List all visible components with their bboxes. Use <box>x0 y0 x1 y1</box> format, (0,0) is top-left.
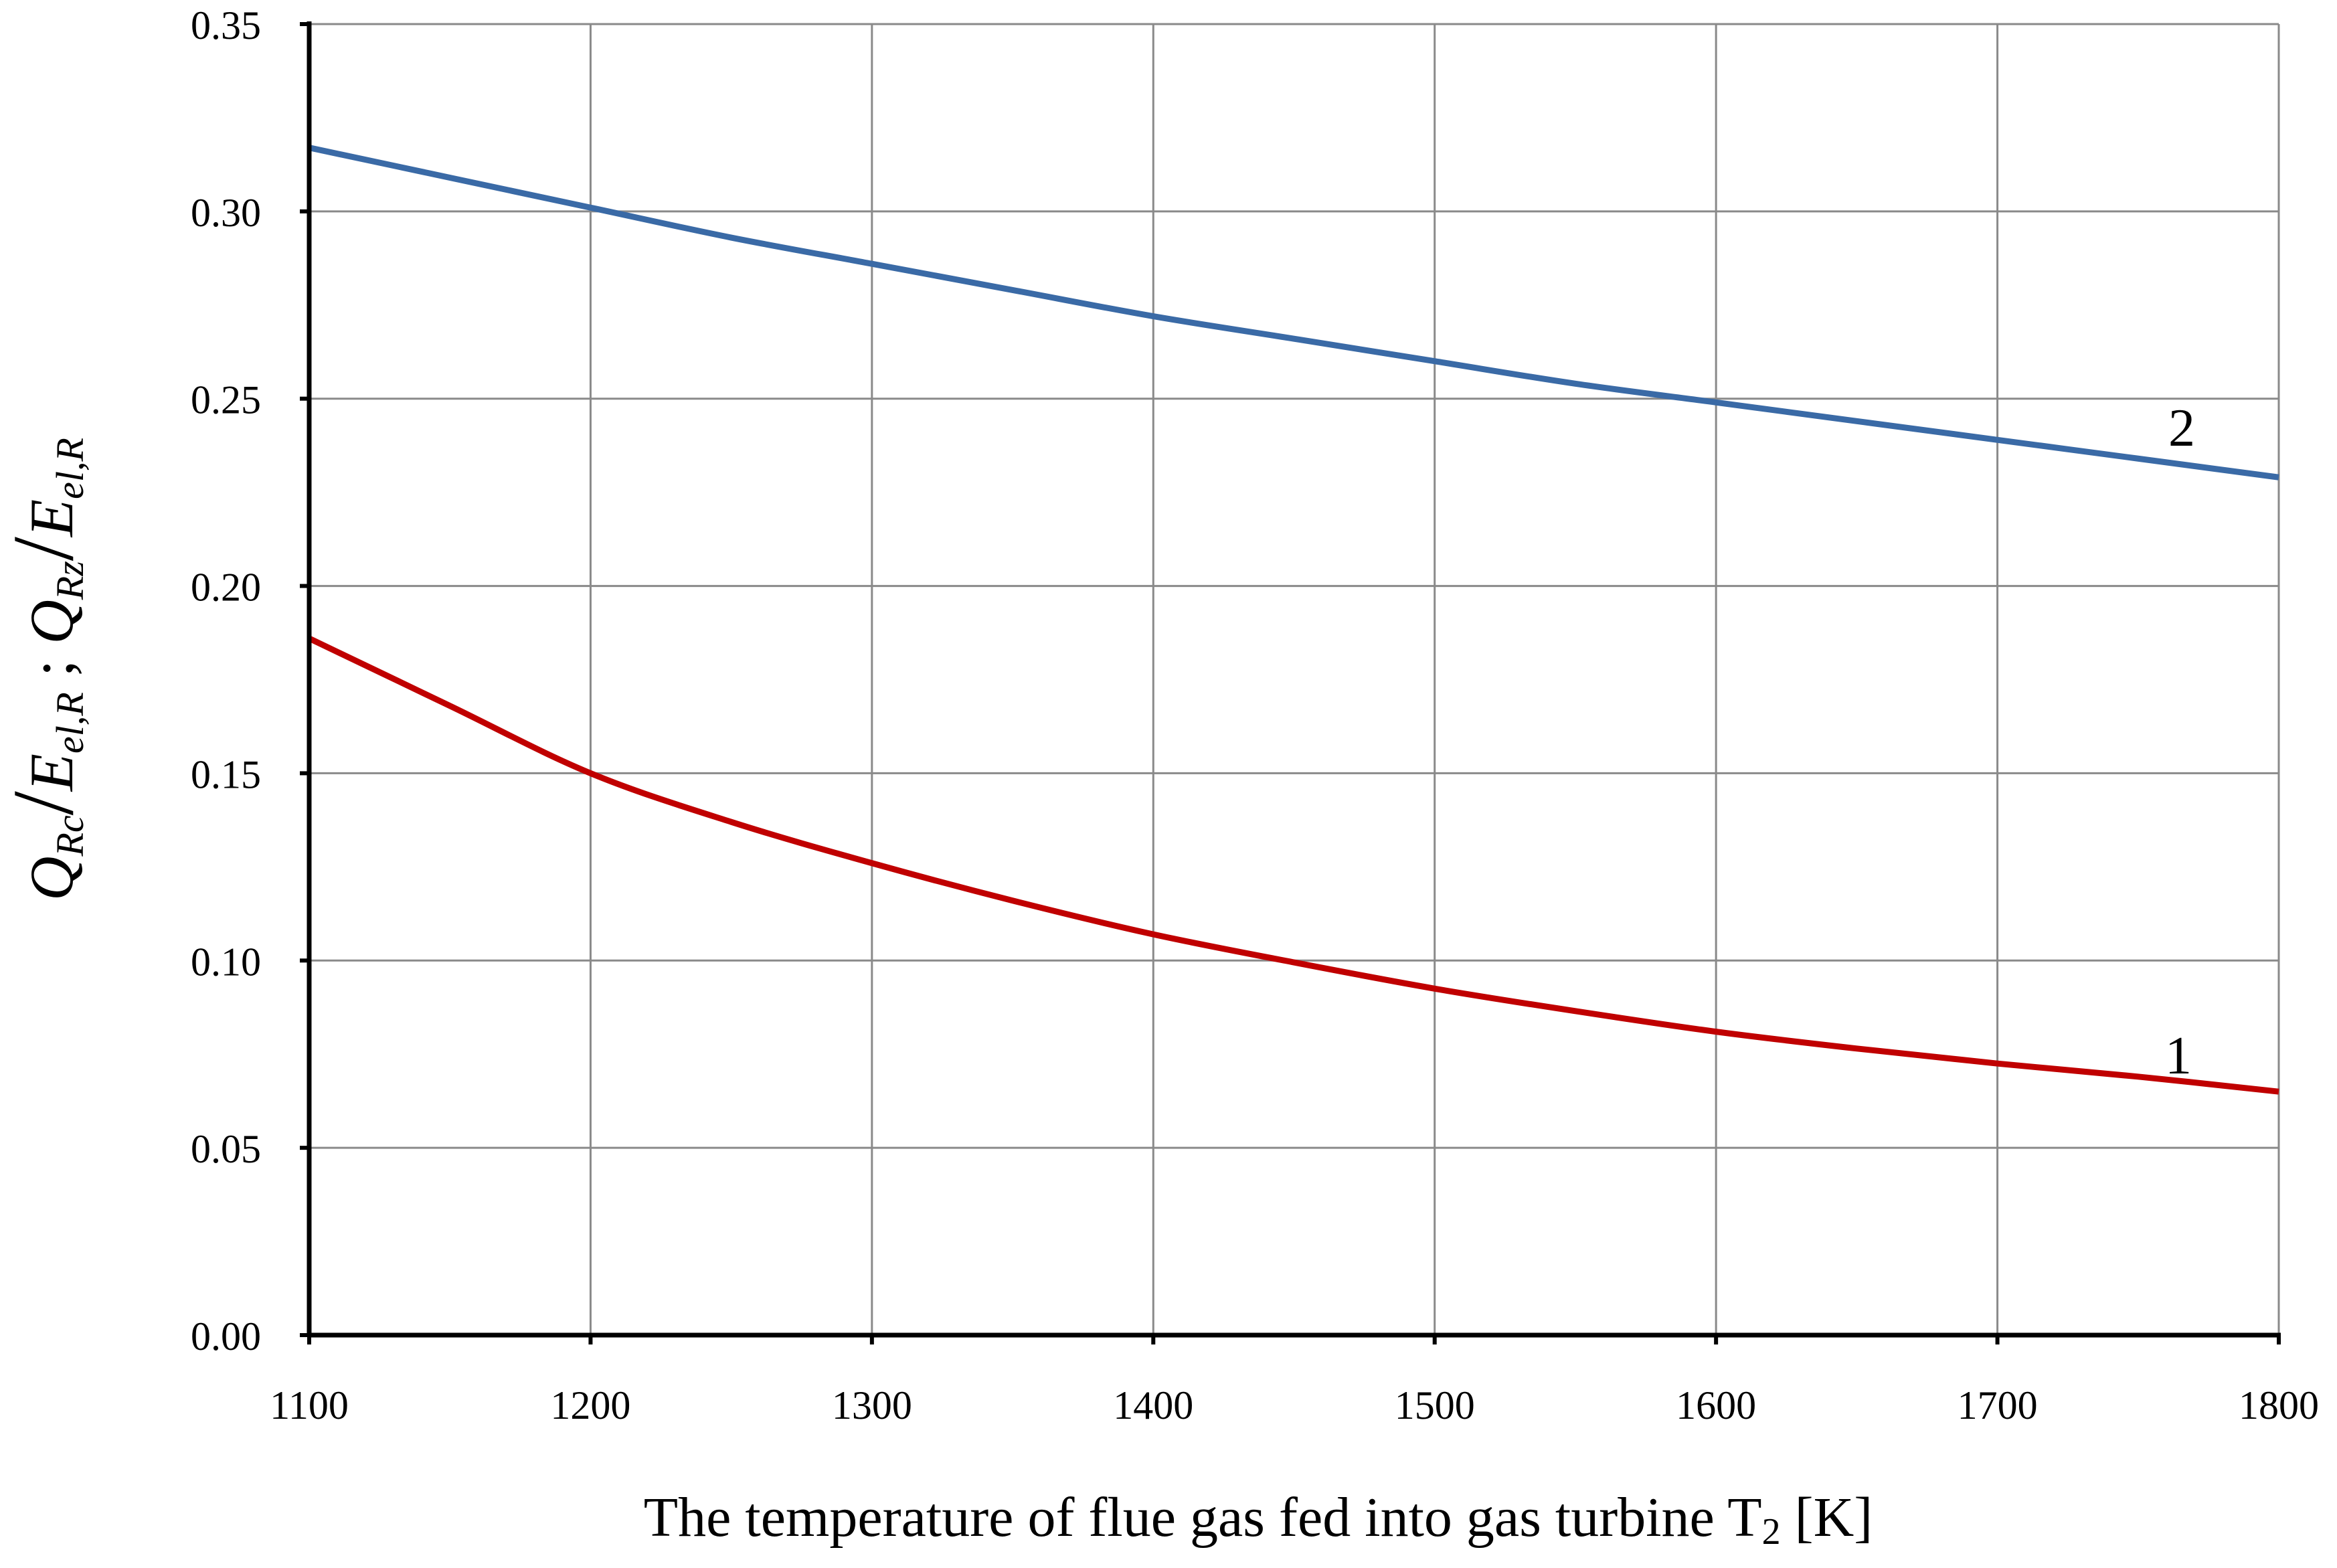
y-label-e2: E <box>17 499 86 538</box>
y-label-q2: Q <box>17 600 86 644</box>
x-tick-label: 1400 <box>1113 1383 1193 1427</box>
y-tick-label: 0.10 <box>191 940 261 984</box>
y-label-q1-sub: Rc <box>48 815 92 857</box>
y-tick-label: 0.30 <box>191 191 261 235</box>
y-label-slash-2: / <box>0 536 92 561</box>
x-tick-label: 1800 <box>2239 1383 2319 1427</box>
series-1-label: 1 <box>2165 1027 2192 1085</box>
x-axis-label-subscript: 2 <box>1762 1511 1781 1553</box>
y-label-e1-sub: el,R <box>48 692 92 754</box>
y-label-e1: E <box>17 754 86 792</box>
x-axis-label-main: The temperature of flue gas fed into gas… <box>644 1486 1762 1549</box>
y-label-slash-1: / <box>0 790 92 815</box>
tick-labels: 1100 1200 1300 1400 1500 1600 1700 1800 0.00 0.05… <box>191 3 2319 1427</box>
y-tick-label: 0.05 <box>191 1127 261 1171</box>
y-axis-label: QRc/Eel,R ; QRz/Eel,R <box>0 438 92 901</box>
axes <box>300 21 2281 1344</box>
series-2-label: 2 <box>2168 399 2195 458</box>
y-tick-label: 0.35 <box>191 3 261 48</box>
x-tick-label: 1200 <box>550 1383 630 1427</box>
y-tick-label: 0.25 <box>191 378 261 422</box>
x-tick-label: 1600 <box>1676 1383 1756 1427</box>
x-axis-label: The temperature of flue gas fed into gas… <box>644 1486 1873 1553</box>
y-label-q1: Q <box>17 856 86 900</box>
y-tick-label: 0.20 <box>191 565 261 610</box>
y-label-separator: ; <box>17 644 86 693</box>
x-tick-label: 1100 <box>270 1383 349 1427</box>
y-label-e2-sub: el,R <box>48 438 92 499</box>
series-1-line <box>308 635 2279 1095</box>
y-label-q2-sub: Rz <box>48 561 92 600</box>
series-lines <box>308 145 2279 1095</box>
grid-lines <box>309 23 2280 1335</box>
x-tick-label: 1700 <box>1958 1383 2038 1427</box>
x-tick-label: 1300 <box>832 1383 912 1427</box>
x-axis-label-unit: [K] <box>1781 1486 1873 1549</box>
y-tick-label: 0.00 <box>191 1314 261 1359</box>
y-tick-label: 0.15 <box>191 752 261 796</box>
series-2-line <box>309 145 2279 481</box>
x-tick-label: 1500 <box>1395 1383 1475 1427</box>
